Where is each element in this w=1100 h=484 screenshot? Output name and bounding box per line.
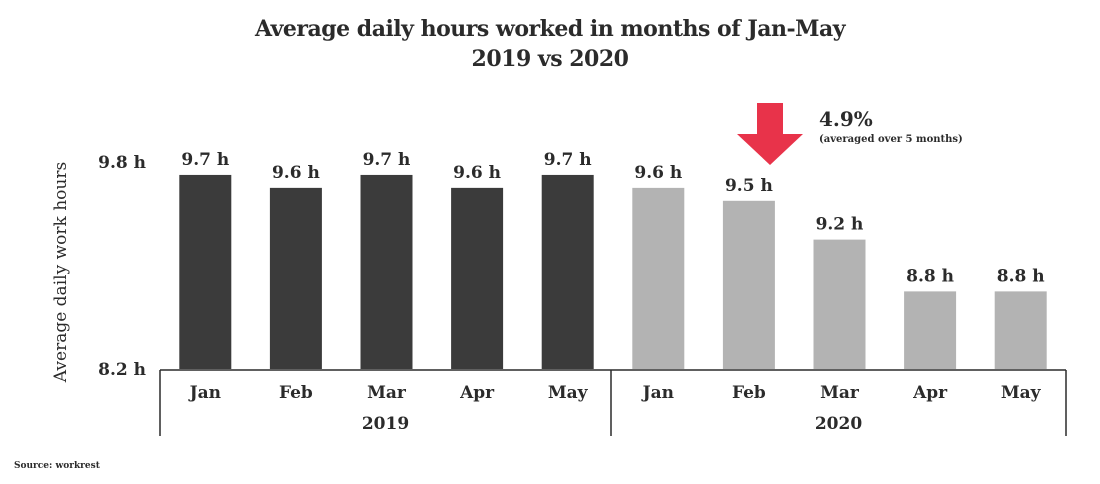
annotation-value: 4.9% <box>819 107 873 131</box>
bar <box>269 187 322 369</box>
bar-value-label: 9.7 h <box>544 150 592 170</box>
x-tick-label: Feb <box>732 383 766 403</box>
y-tick-label: 9.8 h <box>98 153 146 173</box>
bar <box>541 174 594 369</box>
annotation-note: (averaged over 5 months) <box>819 134 963 145</box>
bar <box>813 239 866 369</box>
chart-title: Average daily hours worked in months of … <box>254 16 846 42</box>
x-tick-label: Apr <box>459 383 495 403</box>
bar <box>904 291 957 369</box>
bar <box>360 174 413 369</box>
group-label: 2020 <box>815 414 862 434</box>
x-tick-label: Feb <box>279 383 313 403</box>
group-label: 2019 <box>362 414 409 434</box>
bar <box>179 174 232 369</box>
down-arrow-icon <box>737 103 803 165</box>
bar-value-label: 9.5 h <box>725 176 773 196</box>
bar-value-label: 8.8 h <box>997 266 1045 286</box>
x-tick-label: Jan <box>188 383 221 403</box>
x-tick-label: Jan <box>641 383 674 403</box>
bar-value-label: 9.7 h <box>181 150 229 170</box>
bar <box>722 200 775 369</box>
chart-subtitle: 2019 vs 2020 <box>471 46 629 72</box>
bar <box>451 187 504 369</box>
x-tick-label: May <box>548 383 589 403</box>
bar-value-label: 9.2 h <box>816 215 864 235</box>
x-tick-label: May <box>1001 383 1042 403</box>
x-tick-label: Mar <box>820 383 860 403</box>
y-axis-label: Average daily work hours <box>51 162 71 383</box>
bar-value-label: 8.8 h <box>906 266 954 286</box>
bar-value-label: 9.6 h <box>453 163 501 183</box>
y-tick-label: 8.2 h <box>98 360 146 380</box>
bar-value-label: 9.7 h <box>363 150 411 170</box>
bar <box>994 291 1047 369</box>
bar <box>632 187 685 369</box>
x-tick-label: Apr <box>912 383 948 403</box>
x-tick-label: Mar <box>367 383 407 403</box>
source-note: Source: workrest <box>14 461 100 471</box>
bar-value-label: 9.6 h <box>634 163 682 183</box>
bar-value-label: 9.6 h <box>272 163 320 183</box>
